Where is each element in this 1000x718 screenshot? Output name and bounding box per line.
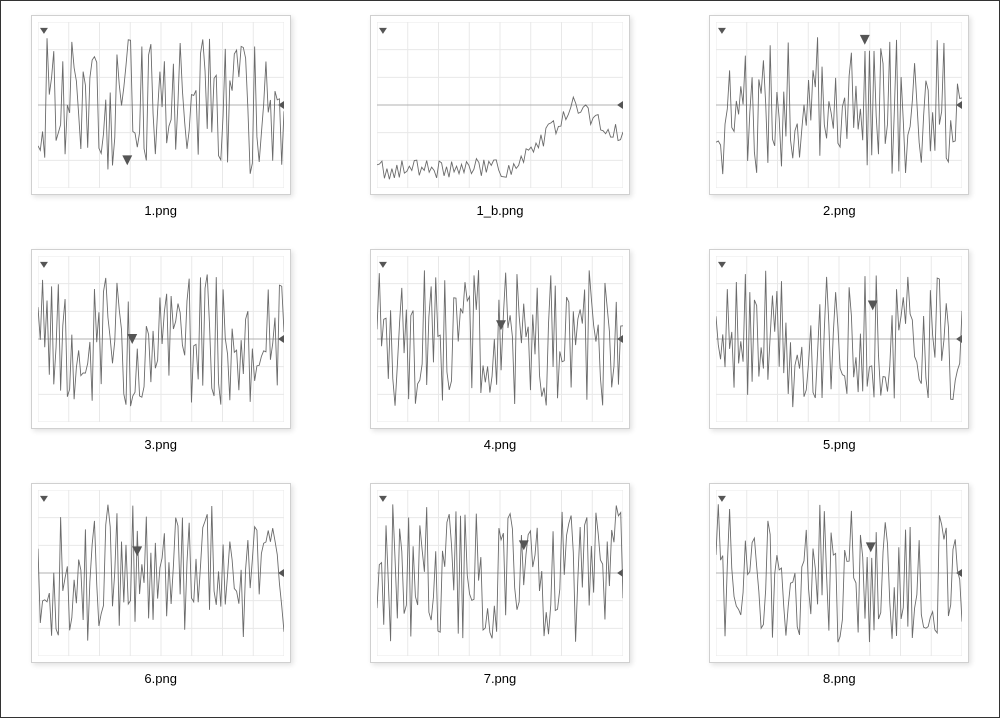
waveform-chart xyxy=(38,256,284,422)
waveform-chart xyxy=(38,22,284,188)
thumbnail-cell-3[interactable]: 3.png xyxy=(21,249,300,477)
thumbnail-frame xyxy=(709,15,969,195)
thumbnail-filename: 7.png xyxy=(484,671,517,686)
thumbnail-frame xyxy=(709,483,969,663)
waveform-chart xyxy=(716,490,962,656)
waveform-chart xyxy=(716,256,962,422)
thumbnail-filename: 1_b.png xyxy=(476,203,523,218)
thumbnail-frame xyxy=(370,249,630,429)
thumbnail-cell-1b[interactable]: 1_b.png xyxy=(360,15,639,243)
thumbnail-filename: 8.png xyxy=(823,671,856,686)
thumbnail-filename: 3.png xyxy=(144,437,177,452)
waveform-chart xyxy=(377,490,623,656)
thumbnail-frame xyxy=(370,483,630,663)
thumbnail-frame xyxy=(31,249,291,429)
thumbnail-filename: 4.png xyxy=(484,437,517,452)
waveform-chart xyxy=(716,22,962,188)
thumbnail-cell-2[interactable]: 2.png xyxy=(700,15,979,243)
thumbnail-frame xyxy=(31,15,291,195)
thumbnail-filename: 1.png xyxy=(144,203,177,218)
thumbnail-cell-8[interactable]: 8.png xyxy=(700,483,979,711)
thumbnail-cell-7[interactable]: 7.png xyxy=(360,483,639,711)
thumbnail-cell-1[interactable]: 1.png xyxy=(21,15,300,243)
thumbnail-cell-4[interactable]: 4.png xyxy=(360,249,639,477)
thumbnail-frame xyxy=(31,483,291,663)
waveform-chart xyxy=(38,490,284,656)
thumbnail-cell-5[interactable]: 5.png xyxy=(700,249,979,477)
thumbnail-cell-6[interactable]: 6.png xyxy=(21,483,300,711)
waveform-chart xyxy=(377,256,623,422)
waveform-chart xyxy=(377,22,623,188)
thumbnail-frame xyxy=(709,249,969,429)
thumbnail-filename: 2.png xyxy=(823,203,856,218)
thumbnail-filename: 5.png xyxy=(823,437,856,452)
thumbnail-grid: 1.png 1_b.png 2.png 3.png 4.png 5.png xyxy=(0,0,1000,718)
thumbnail-frame xyxy=(370,15,630,195)
thumbnail-filename: 6.png xyxy=(144,671,177,686)
